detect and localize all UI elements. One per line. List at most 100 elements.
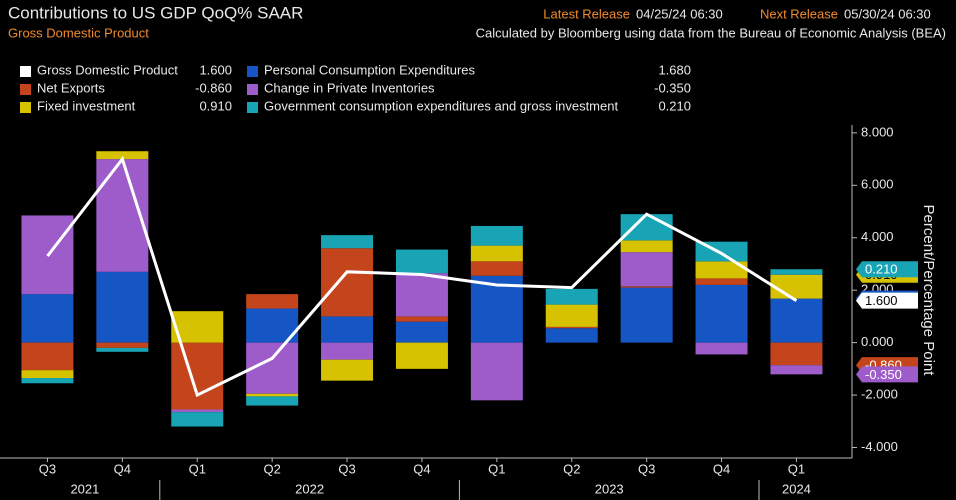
- legend-label: Personal Consumption Expenditures: [264, 62, 476, 77]
- bar-segment: [395, 342, 448, 369]
- bar-segment: [96, 342, 149, 348]
- x-group-label: 2022: [295, 481, 324, 496]
- bar-segment: [695, 261, 748, 279]
- y-tick-label: 4.000: [861, 229, 894, 244]
- source-note: Calculated by Bloomberg using data from …: [476, 25, 946, 40]
- value-badge-label: -0.350: [865, 367, 902, 382]
- x-tick-label: Q1: [189, 461, 206, 476]
- chart-title: Contributions to US GDP QoQ% SAAR: [8, 3, 303, 22]
- release-label: Latest Release: [543, 6, 630, 21]
- y-tick-label: -4.000: [861, 439, 898, 454]
- legend-label: Gross Domestic Product: [37, 62, 178, 77]
- legend-value: 0.210: [658, 98, 691, 113]
- x-tick-label: Q2: [263, 461, 280, 476]
- bar-segment: [395, 273, 448, 317]
- bar-segment: [96, 347, 149, 352]
- bar-segment: [321, 342, 374, 360]
- bar-segment: [620, 286, 673, 288]
- bar-segment: [96, 271, 149, 343]
- legend-value: -0.350: [654, 80, 691, 95]
- legend-label: Fixed investment: [37, 98, 136, 113]
- legend-value: -0.860: [195, 80, 232, 95]
- bar-segment: [395, 316, 448, 322]
- bar-segment: [470, 342, 523, 401]
- bar-segment: [395, 249, 448, 274]
- bar-segment: [470, 225, 523, 246]
- y-tick-label: -2.000: [861, 387, 898, 402]
- legend-value: 1.680: [658, 62, 691, 77]
- bar-segment: [171, 342, 224, 410]
- bar-segment: [321, 235, 374, 249]
- bar-segment: [770, 342, 823, 366]
- bar-segment: [321, 316, 374, 343]
- value-badge: [856, 261, 918, 278]
- x-group-label: 2023: [595, 481, 624, 496]
- x-tick-label: Q2: [563, 461, 580, 476]
- bar-segment: [695, 278, 748, 285]
- release-date: 04/25/24 06:30: [636, 6, 723, 21]
- bar-segment: [620, 252, 673, 287]
- legend-label: Change in Private Inventories: [264, 80, 435, 95]
- bar-segment: [21, 294, 74, 343]
- legend-swatch: [247, 102, 258, 113]
- value-badge-label: 0.210: [865, 262, 898, 277]
- bar-segment: [770, 365, 823, 375]
- y-tick-label: 8.000: [861, 124, 894, 139]
- release-label: Next Release: [760, 6, 838, 21]
- bar-segment: [96, 151, 149, 160]
- y-tick-label: 0.000: [861, 334, 894, 349]
- bar-segment: [21, 370, 74, 379]
- bar-segment: [770, 274, 823, 299]
- legend-swatch: [247, 66, 258, 77]
- x-group-label: 2021: [70, 481, 99, 496]
- bar-segment: [695, 342, 748, 355]
- bar-segment: [545, 288, 598, 305]
- x-tick-label: Q3: [39, 461, 56, 476]
- chart-subtitle: Gross Domestic Product: [8, 25, 149, 40]
- legend-swatch: [247, 84, 258, 95]
- bar-segment: [395, 321, 448, 343]
- x-tick-label: Q4: [413, 461, 430, 476]
- bar-segment: [545, 326, 598, 329]
- legend-label: Government consumption expenditures and …: [264, 98, 618, 113]
- value-badge-label: 1.600: [865, 293, 898, 308]
- bar-segment: [770, 269, 823, 275]
- x-tick-label: Q1: [488, 461, 505, 476]
- bar-segment: [620, 240, 673, 253]
- legend-label: Net Exports: [37, 80, 105, 95]
- x-group-label: 2024: [782, 481, 811, 496]
- bar-segment: [321, 248, 374, 317]
- bar-segment: [21, 378, 74, 384]
- legend-value: 1.600: [199, 62, 232, 77]
- x-tick-label: Q1: [788, 461, 805, 476]
- release-date: 05/30/24 06:30: [844, 6, 931, 21]
- x-tick-label: Q3: [638, 461, 655, 476]
- bar-segment: [246, 393, 299, 397]
- bar-segment: [470, 245, 523, 262]
- x-tick-label: Q4: [713, 461, 730, 476]
- legend-swatch: [20, 102, 31, 113]
- value-badge: [856, 366, 918, 383]
- bar-segment: [321, 359, 374, 381]
- bar-segment: [246, 396, 299, 406]
- bar-segment: [695, 284, 748, 343]
- bar-segment: [545, 328, 598, 343]
- gdp-line: [46, 155, 798, 398]
- y-axis-title: Percent/Percentage Point: [920, 205, 937, 377]
- bar-segment: [171, 409, 224, 413]
- legend-value: 0.910: [199, 98, 232, 113]
- bar-segment: [171, 412, 224, 427]
- x-tick-label: Q3: [338, 461, 355, 476]
- bar-segment: [470, 261, 523, 276]
- bar-segment: [620, 214, 673, 241]
- bar-segment: [770, 298, 823, 343]
- bar-segment: [21, 342, 74, 371]
- y-tick-label: 6.000: [861, 177, 894, 192]
- bar-segment: [545, 304, 598, 327]
- value-badge: [856, 292, 918, 309]
- legend-swatch: [20, 84, 31, 95]
- legend-swatch: [20, 66, 31, 77]
- bar-segment: [620, 287, 673, 343]
- x-tick-label: Q4: [114, 461, 131, 476]
